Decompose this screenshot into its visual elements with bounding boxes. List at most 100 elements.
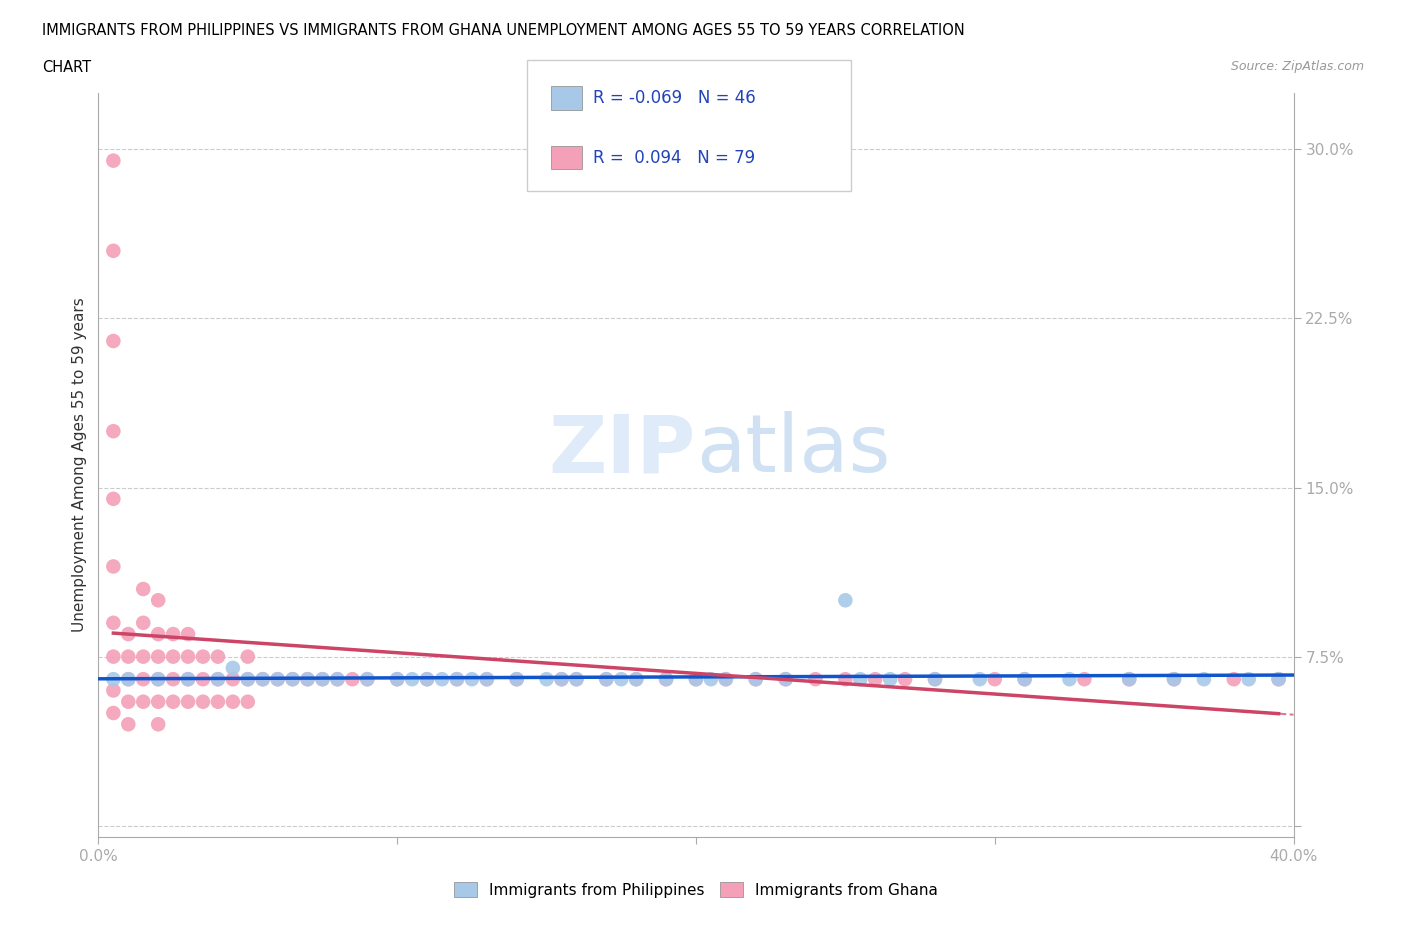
Point (103, 616, 125, 631)
Point (565, 671, 588, 686)
Point (103, 491, 125, 506)
Point (1014, 671, 1036, 686)
Text: Source: ZipAtlas.com: Source: ZipAtlas.com (1230, 60, 1364, 73)
Point (281, 671, 304, 686)
Point (148, 592, 170, 607)
Point (236, 671, 259, 686)
Point (356, 671, 378, 686)
Point (207, 695, 229, 710)
Point (103, 559, 125, 574)
Text: CHART: CHART (42, 60, 91, 75)
Point (1118, 671, 1140, 686)
Point (117, 671, 139, 686)
Text: R = -0.069   N = 46: R = -0.069 N = 46 (593, 89, 756, 107)
Point (385, 671, 409, 686)
Point (506, 671, 529, 686)
Point (191, 671, 214, 686)
Point (1267, 671, 1289, 686)
Point (132, 581, 155, 596)
Point (775, 671, 797, 686)
Point (311, 671, 333, 686)
Point (148, 695, 170, 710)
Point (1267, 671, 1289, 686)
Point (475, 671, 498, 686)
Y-axis label: Unemployment Among Ages 55 to 59 years: Unemployment Among Ages 55 to 59 years (72, 298, 87, 632)
Point (550, 671, 572, 686)
Text: R =  0.094   N = 79: R = 0.094 N = 79 (593, 149, 755, 166)
Point (103, 334, 125, 349)
Point (804, 671, 827, 686)
Point (461, 671, 484, 686)
Point (252, 671, 274, 686)
Point (714, 671, 737, 686)
Point (924, 671, 946, 686)
Point (775, 671, 797, 686)
Point (297, 671, 319, 686)
Point (177, 671, 200, 686)
Point (148, 649, 170, 664)
Point (148, 717, 170, 732)
Point (655, 671, 678, 686)
Point (1014, 671, 1036, 686)
Point (595, 671, 617, 686)
Point (401, 671, 423, 686)
Point (103, 153, 125, 168)
Text: IMMIGRANTS FROM PHILIPPINES VS IMMIGRANTS FROM GHANA UNEMPLOYMENT AMONG AGES 55 : IMMIGRANTS FROM PHILIPPINES VS IMMIGRANT… (42, 23, 965, 38)
Point (177, 627, 200, 642)
Point (356, 671, 378, 686)
Point (1163, 671, 1185, 686)
Point (475, 671, 498, 686)
Point (207, 671, 229, 686)
Point (1237, 671, 1260, 686)
Point (1163, 671, 1185, 686)
Point (446, 671, 468, 686)
Point (207, 671, 229, 686)
Point (162, 649, 184, 664)
Point (207, 649, 229, 664)
Point (416, 671, 439, 686)
Legend: Immigrants from Philippines, Immigrants from Ghana: Immigrants from Philippines, Immigrants … (449, 875, 943, 904)
Point (924, 671, 946, 686)
Point (281, 671, 304, 686)
Point (117, 671, 139, 686)
Point (983, 671, 1005, 686)
Point (177, 695, 200, 710)
Point (685, 671, 707, 686)
Point (103, 424, 125, 439)
Point (1192, 671, 1215, 686)
Point (132, 695, 155, 710)
Point (1059, 671, 1081, 686)
Point (894, 671, 917, 686)
Point (132, 616, 155, 631)
Point (969, 671, 991, 686)
Point (267, 671, 290, 686)
Point (1073, 671, 1095, 686)
Point (132, 671, 155, 686)
Point (103, 706, 125, 721)
Point (446, 671, 468, 686)
Point (655, 671, 678, 686)
Point (624, 671, 647, 686)
Point (297, 671, 319, 686)
Point (236, 671, 259, 686)
Point (834, 592, 856, 607)
Point (326, 671, 349, 686)
Point (162, 695, 184, 710)
Point (148, 627, 170, 642)
Point (342, 671, 364, 686)
Point (624, 671, 647, 686)
Point (506, 671, 529, 686)
Point (117, 695, 139, 710)
Point (550, 671, 572, 686)
Point (385, 671, 409, 686)
Point (326, 671, 349, 686)
Point (267, 671, 290, 686)
Point (103, 683, 125, 698)
Point (745, 671, 768, 686)
Point (103, 671, 125, 686)
Point (595, 671, 617, 686)
Point (162, 671, 184, 686)
Point (536, 671, 558, 686)
Point (416, 671, 439, 686)
Point (148, 671, 170, 686)
